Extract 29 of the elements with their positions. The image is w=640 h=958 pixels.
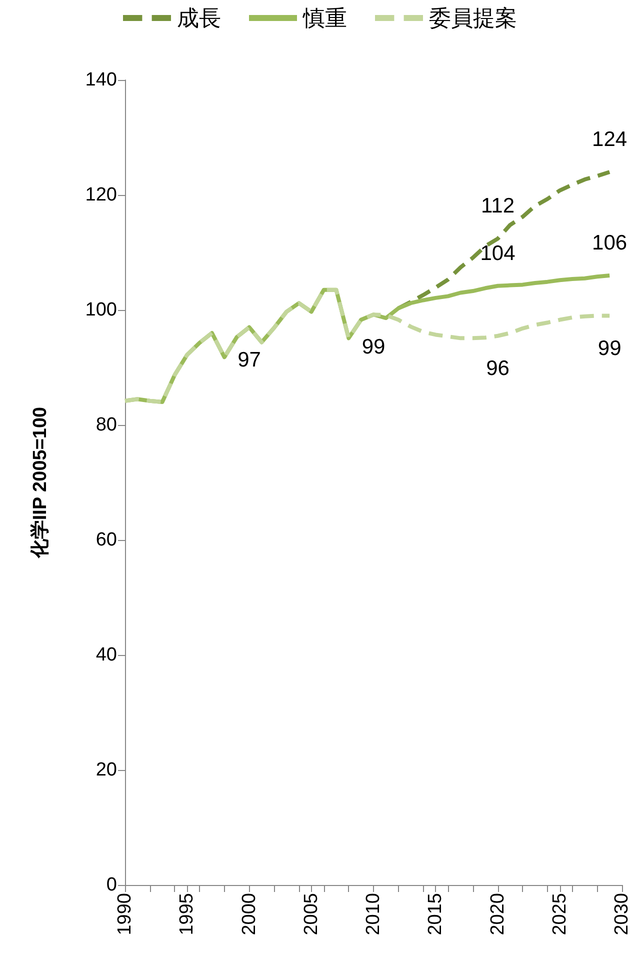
data-label: 106 xyxy=(592,232,628,254)
y-tick-label: 80 xyxy=(96,414,117,436)
data-label: 97 xyxy=(238,348,261,372)
y-tick-label: 120 xyxy=(85,184,117,206)
y-tick-label: 60 xyxy=(96,530,117,550)
data-label: 99 xyxy=(598,336,622,360)
x-tick-label: 2020 xyxy=(487,893,508,936)
data-label: 124 xyxy=(592,128,628,151)
x-tick-label: 2030 xyxy=(612,893,632,936)
y-axis-title: 化学IIP 2005=100 xyxy=(30,406,51,560)
x-tick-label: 2015 xyxy=(425,893,446,936)
y-tick-label: 40 xyxy=(96,644,117,666)
data-label: 99 xyxy=(362,336,386,359)
data-label: 96 xyxy=(486,356,510,380)
y-tick-label: 0 xyxy=(106,874,117,896)
x-tick-label: 2010 xyxy=(363,893,384,936)
y-tick-label: 20 xyxy=(96,760,117,780)
legend-label: 慎重 xyxy=(302,6,347,30)
x-tick-label: 1990 xyxy=(114,893,136,936)
x-tick-label: 2025 xyxy=(549,893,570,936)
y-tick-label: 140 xyxy=(85,70,117,90)
x-tick-label: 1995 xyxy=(176,893,198,936)
legend-label: 委員提案 xyxy=(429,6,517,30)
data-label: 112 xyxy=(481,194,514,218)
x-tick-label: 2005 xyxy=(300,893,322,936)
legend-label: 成長 xyxy=(177,6,221,30)
data-label: 104 xyxy=(480,242,516,265)
y-tick-label: 100 xyxy=(85,300,117,320)
x-tick-label: 2000 xyxy=(238,893,260,936)
